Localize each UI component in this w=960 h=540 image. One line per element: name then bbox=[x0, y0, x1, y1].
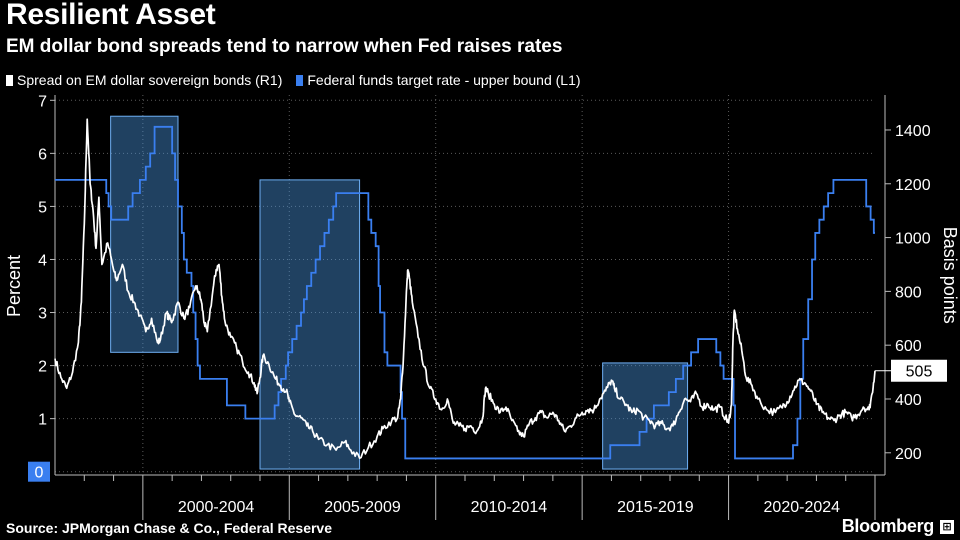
left-tick-label-4: 4 bbox=[38, 252, 47, 269]
x-tick-label-3: 2015-2019 bbox=[617, 499, 694, 516]
series-line-fed-funds bbox=[55, 125, 875, 460]
right-tick-label-2: 600 bbox=[895, 338, 922, 355]
legend-item-spread: Spread on EM dollar sovereign bonds (R1) bbox=[6, 72, 282, 88]
left-tick-label-3: 3 bbox=[38, 306, 47, 323]
right-value-badge bbox=[891, 359, 947, 382]
left-tick-label-7: 7 bbox=[38, 93, 47, 110]
legend-item-fed: Federal funds target rate - upper bound … bbox=[296, 72, 581, 88]
legend-label-fed: Federal funds target rate - upper bound … bbox=[307, 72, 581, 88]
legend-label-spread: Spread on EM dollar sovereign bonds (R1) bbox=[17, 72, 283, 88]
x-tick-label-1: 2005-2009 bbox=[324, 499, 401, 516]
right-tick-label-0: 200 bbox=[895, 446, 922, 463]
left-tick-label-1: 1 bbox=[38, 412, 47, 429]
x-tick-label-2: 2010-2014 bbox=[471, 499, 548, 516]
left-value-badge-text: 0 bbox=[35, 465, 44, 482]
source-note: Source: JPMorgan Chase & Co., Federal Re… bbox=[6, 520, 332, 536]
left-value-badge bbox=[28, 461, 50, 482]
left-tick-label-5: 5 bbox=[38, 199, 47, 216]
highlight-box-1 bbox=[259, 179, 361, 470]
series-line-em-spread bbox=[54, 118, 876, 460]
x-tick-label-4: 2020-2024 bbox=[764, 499, 841, 516]
right-tick-label-3: 800 bbox=[895, 284, 922, 301]
terminal-icon: ⊞ bbox=[940, 520, 954, 534]
x-tick-label-0: 2000-2004 bbox=[178, 499, 255, 516]
right-tick-label-6: 1400 bbox=[895, 123, 931, 140]
right-tick-label-4: 1000 bbox=[895, 231, 931, 248]
brand-logo: Bloomberg bbox=[841, 516, 935, 536]
left-axis-title: Percent bbox=[4, 255, 24, 317]
left-tick-label-6: 6 bbox=[38, 146, 47, 163]
chart-title: Resilient Asset bbox=[6, 0, 216, 31]
legend-swatch-fed bbox=[296, 74, 304, 86]
right-axis-title: Basis points bbox=[940, 227, 960, 324]
chart-subtitle: EM dollar bond spreads tend to narrow wh… bbox=[6, 36, 563, 57]
right-value-badge-text: 505 bbox=[906, 364, 933, 381]
legend: Spread on EM dollar sovereign bonds (R1)… bbox=[6, 72, 581, 88]
right-tick-label-5: 1200 bbox=[895, 177, 931, 194]
right-tick-label-1: 400 bbox=[895, 392, 922, 409]
legend-swatch-spread bbox=[6, 74, 13, 86]
left-tick-label-2: 2 bbox=[38, 359, 47, 376]
